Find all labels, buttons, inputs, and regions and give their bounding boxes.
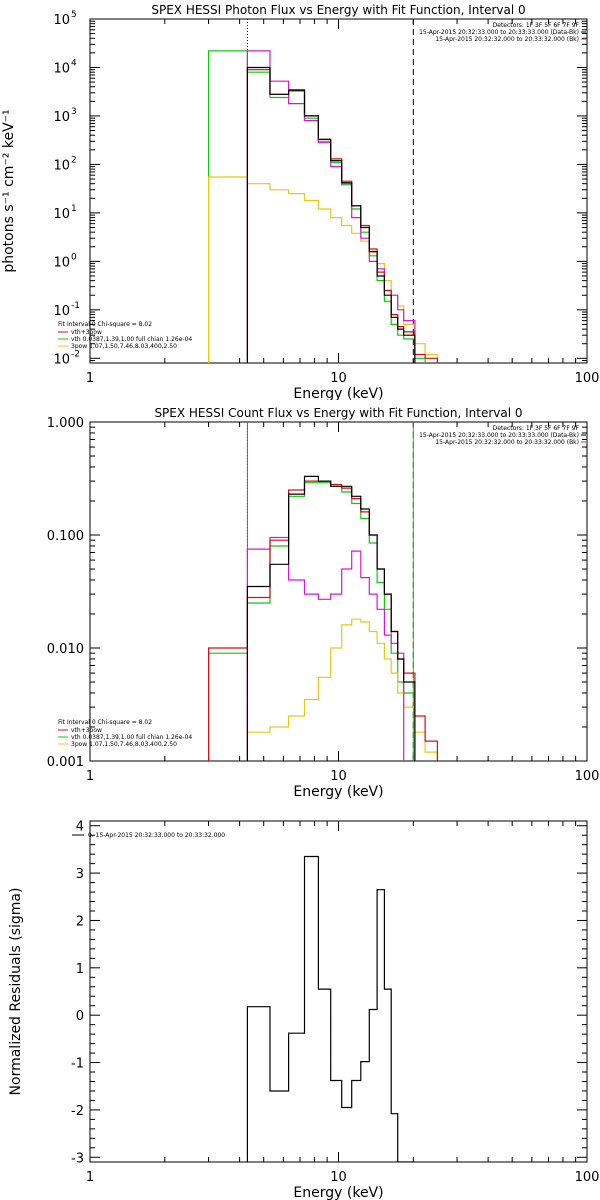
y-tick-label: 2: [76, 914, 84, 929]
y-tick-label: 1: [76, 962, 84, 977]
series-data: [246, 66, 416, 363]
plot-frame: [89, 18, 588, 364]
series-background: [246, 536, 405, 761]
info-line: 15-Apr-2015 20:32:32.000 to 20:33:32.000…: [435, 439, 579, 446]
series-background: [246, 50, 416, 363]
y-tick-label: 10: [53, 255, 70, 270]
x-tick-label: 100: [575, 371, 600, 386]
series-vth: [208, 482, 416, 761]
legend-entry: vth+3pow: [71, 329, 102, 336]
y-tick-label: 10: [53, 352, 70, 367]
y-tick-label: 10: [53, 207, 70, 222]
x-axis-label: Energy (keV): [293, 386, 383, 400]
info-line: 15-Apr-2015 20:32:32.000 to 20:33:32.000…: [435, 36, 579, 43]
legend-entry: 0. 15-Apr-2015 20:32:33.000 to 20:33:32.…: [88, 832, 225, 839]
y-tick-label: 4: [76, 820, 84, 835]
y-tick-label: 1.000: [47, 416, 84, 431]
series-data: [246, 475, 416, 761]
y-tick-exponent: 1: [71, 204, 77, 214]
y-tick-label: 0: [76, 1009, 84, 1024]
y-tick-label: 0.100: [47, 529, 84, 544]
y-axis-label: Normalized Residuals (sigma): [8, 888, 24, 1096]
x-tick-label: 10: [330, 769, 347, 784]
x-tick-label: 1: [86, 769, 94, 784]
legend-title: Fit Interval 0 Chi-square = 8.02: [58, 321, 152, 328]
y-tick-label: 10: [53, 158, 70, 173]
chart-title: SPEX HESSI Count Flux vs Energy with Fit…: [154, 406, 522, 420]
data-interval-line: 15-Apr-2015 20:32:33.000 to 20:33:33.000…: [419, 29, 579, 36]
x-tick-label: 10: [330, 371, 347, 386]
y-tick-label: 3: [76, 867, 84, 882]
x-tick-label: 1: [86, 1170, 94, 1185]
y-tick-exponent: 4: [71, 58, 77, 68]
plot-frame: [89, 421, 588, 762]
info-line: Detectors: 1F 3F 5F 6F 7F 9F: [493, 22, 580, 29]
series-vth: [208, 50, 426, 363]
legend-entry: vth 0.0387,1.39,1.00 full chian 1.26e-04: [71, 734, 192, 741]
plot-frame: [89, 820, 588, 1163]
series-residuals: [246, 855, 415, 1162]
y-tick-label: 10: [53, 304, 70, 319]
x-tick-label: 1: [86, 371, 94, 386]
info-line: Detectors: 1F 3F 5F 6F 7F 9F: [493, 425, 580, 432]
y-tick-exponent: 5: [71, 10, 77, 20]
y-tick-label: 0.001: [47, 755, 84, 770]
y-tick-label: -1: [71, 1057, 84, 1072]
y-axis-label: photons s⁻¹ cm⁻² keV⁻¹: [1, 109, 17, 272]
series-3pow: [246, 618, 438, 761]
y-tick-label: 0.010: [47, 642, 84, 657]
y-tick-label: -3: [71, 1151, 84, 1166]
series-vth-3pow: [246, 69, 438, 363]
y-tick-exponent: 2: [71, 155, 77, 165]
y-tick-label: 10: [53, 110, 70, 125]
x-tick-label: 100: [575, 1170, 600, 1185]
legend-entry: vth+3pow: [71, 727, 102, 734]
x-axis-label: Energy (keV): [293, 784, 383, 800]
y-tick-label: -2: [71, 1104, 84, 1119]
x-tick-label: 10: [330, 1170, 347, 1185]
legend-title: Fit Interval 0 Chi-square = 8.02: [58, 719, 152, 726]
x-tick-label: 100: [575, 769, 600, 784]
legend-entry: 3pow 1.07,1.50,7.46,8.03,400,2.50: [71, 741, 177, 748]
count-flux-panel: 1 10 100 0.001 0.010 0.100 1.000 SPEX HESSI Cou…: [47, 406, 600, 800]
y-tick-label: 10: [53, 13, 70, 28]
y-tick-exponent: 0: [71, 252, 77, 262]
data-interval-line: 15-Apr-2015 20:32:33.000 to 20:33:33.000…: [419, 432, 579, 439]
series-vth-3pow: [208, 480, 438, 761]
legend-entry: vth 0.0387,1.39,1.00 full chian 1.26e-04: [71, 336, 192, 343]
y-tick-exponent: -2: [71, 349, 80, 359]
legend-entry: 3pow 1.07,1.50,7.46,8.03,400,2.50: [71, 343, 177, 350]
residuals-panel: 1 10 100 -3 -2 -1 0 1 2 3 4 Energy (keV) Normalized …: [8, 820, 600, 1200]
y-tick-label: 10: [53, 61, 70, 76]
y-tick-exponent: -1: [71, 301, 80, 311]
chart-title: SPEX HESSI Photon Flux vs Energy with Fi…: [151, 3, 525, 17]
x-axis-label: Energy (keV): [293, 1185, 383, 1200]
y-tick-exponent: 3: [71, 107, 77, 117]
